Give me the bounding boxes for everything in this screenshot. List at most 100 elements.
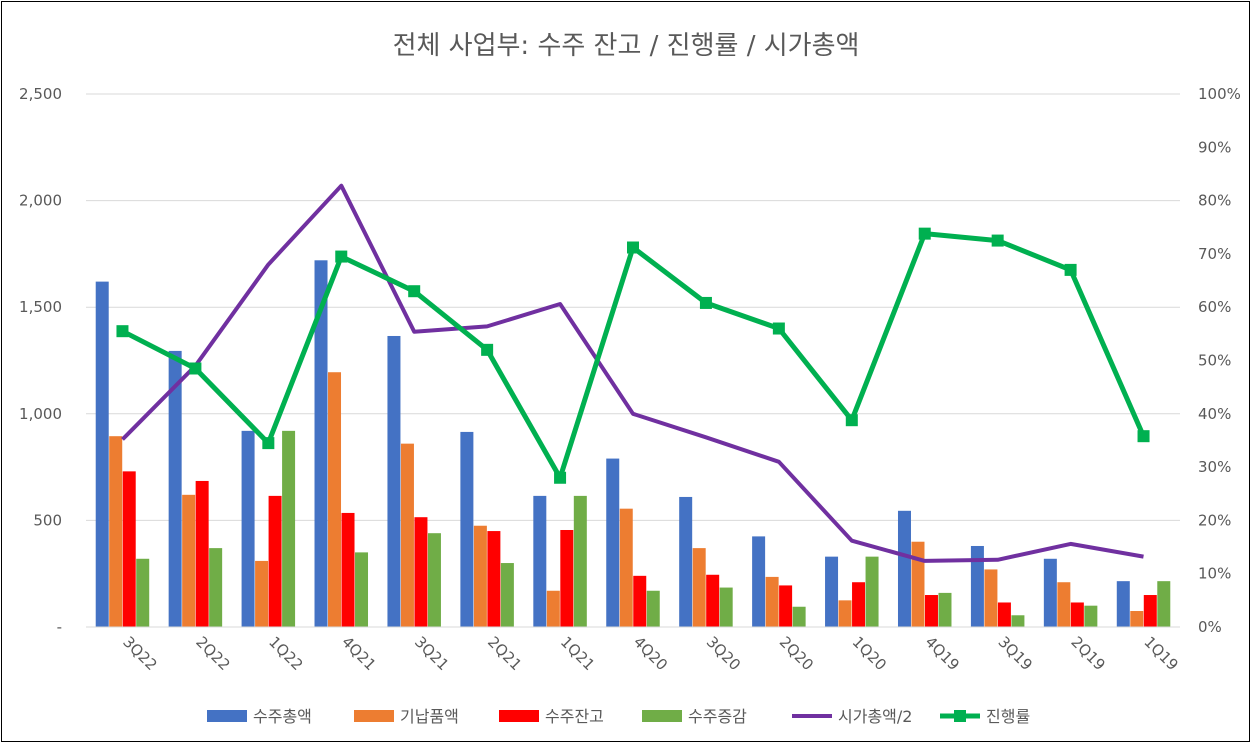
line-진행률 bbox=[121, 231, 1146, 481]
left-axis: - 500 1,000 1,500 2,000 2,500 bbox=[19, 85, 62, 636]
bar-수주증감-4Q20 bbox=[646, 590, 660, 627]
left-tick-label: 2,000 bbox=[19, 192, 62, 210]
legend-label: 수주잔고 bbox=[545, 707, 604, 726]
right-tick-label: 50% bbox=[1198, 352, 1231, 370]
bar-수주총액-4Q19 bbox=[897, 510, 911, 627]
marker-진행률-2Q22 bbox=[189, 362, 202, 375]
x-tick-label: 2Q19 bbox=[1067, 633, 1108, 674]
x-tick-label: 3Q22 bbox=[119, 633, 160, 674]
bar-수주잔고-1Q20 bbox=[852, 582, 866, 627]
right-tick-label: 70% bbox=[1198, 245, 1231, 263]
bar-수주증감-1Q21 bbox=[573, 495, 587, 627]
bar-수주잔고-1Q21 bbox=[560, 529, 574, 627]
bar-수주총액-1Q21 bbox=[533, 495, 547, 627]
x-tick-label: 2Q22 bbox=[192, 633, 233, 674]
marker-진행률-1Q20 bbox=[845, 414, 858, 427]
marker-진행률-1Q19 bbox=[1137, 430, 1150, 443]
bar-기납품액-1Q22 bbox=[255, 560, 269, 627]
bar-기납품액-2Q21 bbox=[473, 525, 487, 627]
legend-label: 진행률 bbox=[986, 707, 1030, 726]
bar-수주잔고-2Q22 bbox=[195, 480, 209, 627]
x-axis: 3Q22 2Q22 1Q22 4Q21 3Q21 2Q21 1Q21 4Q20 3Q20 2Q20… bbox=[86, 626, 1182, 674]
x-tick-label: 1Q19 bbox=[1140, 633, 1181, 674]
left-tick-label: 1,500 bbox=[19, 298, 62, 316]
left-tick-label: 2,500 bbox=[19, 85, 62, 103]
bar-기납품액-1Q19 bbox=[1130, 611, 1144, 627]
bar-수주잔고-3Q22 bbox=[122, 471, 136, 627]
marker-진행률-4Q19 bbox=[918, 227, 931, 240]
bar-수주잔고-3Q21 bbox=[414, 517, 428, 627]
bar-기납품액-3Q21 bbox=[400, 443, 414, 627]
bar-기납품액-2Q19 bbox=[1057, 582, 1071, 627]
chart-title: 전체 사업부: 수주 잔고 / 진행률 / 시가총액 bbox=[393, 31, 860, 61]
bar-수주증감-2Q21 bbox=[500, 563, 514, 627]
marker-진행률-4Q20 bbox=[627, 241, 639, 254]
right-tick-label: 60% bbox=[1198, 298, 1231, 316]
bar-수주잔고-2Q21 bbox=[487, 531, 501, 627]
right-tick-label: 100% bbox=[1198, 85, 1241, 103]
marker-진행률-4Q21 bbox=[335, 250, 348, 263]
legend-label: 수주증감 bbox=[688, 707, 747, 726]
right-tick-label: 20% bbox=[1198, 511, 1231, 529]
marker-진행률-3Q22 bbox=[116, 325, 129, 338]
bar-수주증감-4Q21 bbox=[355, 552, 369, 627]
legend-label: 수주총액 bbox=[253, 707, 312, 726]
bar-기납품액-2Q20 bbox=[765, 576, 779, 627]
marker-진행률-1Q21 bbox=[554, 471, 567, 484]
legend-marker-진행률 bbox=[954, 710, 966, 722]
bar-수주증감-4Q19 bbox=[938, 592, 952, 627]
bar-수주증감-1Q19 bbox=[1157, 581, 1171, 627]
bar-수주총액-1Q22 bbox=[241, 430, 255, 627]
x-tick-label: 3Q19 bbox=[995, 633, 1036, 674]
x-tick-label: 2Q20 bbox=[776, 633, 817, 674]
bar-수주잔고-4Q20 bbox=[633, 575, 647, 627]
bar-수주증감-3Q21 bbox=[427, 533, 441, 627]
bar-기납품액-4Q20 bbox=[619, 508, 633, 627]
x-tick-label: 4Q19 bbox=[922, 633, 963, 674]
bar-수주총액-3Q20 bbox=[679, 496, 693, 627]
bar-수주총액-2Q22 bbox=[168, 350, 182, 627]
legend-swatch-수주총액 bbox=[207, 710, 247, 722]
marker-진행률-2Q19 bbox=[1064, 263, 1077, 276]
bar-수주잔고-3Q20 bbox=[706, 574, 720, 627]
marker-진행률-1Q22 bbox=[262, 437, 275, 450]
x-tick-label: 1Q21 bbox=[557, 633, 598, 674]
x-tick-label: 3Q20 bbox=[703, 633, 744, 674]
right-tick-label: 10% bbox=[1198, 565, 1231, 583]
bar-수주잔고-1Q22 bbox=[268, 495, 282, 627]
bar-수주총액-3Q21 bbox=[387, 335, 401, 627]
bar-수주증감-2Q19 bbox=[1084, 605, 1098, 627]
bar-수주증감-1Q22 bbox=[282, 430, 296, 627]
bar-수주증감-3Q22 bbox=[136, 558, 150, 627]
bar-수주총액-2Q20 bbox=[752, 536, 766, 627]
bar-수주총액-2Q19 bbox=[1043, 558, 1057, 627]
bar-기납품액-3Q20 bbox=[692, 548, 706, 627]
legend-swatch-수주증감 bbox=[642, 710, 682, 722]
marker-진행률-2Q20 bbox=[772, 322, 785, 335]
legend-swatch-수주잔고 bbox=[499, 710, 539, 722]
right-tick-label: 90% bbox=[1198, 138, 1231, 156]
x-tick-label: 1Q20 bbox=[849, 633, 890, 674]
bar-수주잔고-4Q21 bbox=[341, 512, 355, 627]
x-tick-label: 4Q21 bbox=[338, 633, 379, 674]
bar-수주잔고-2Q20 bbox=[779, 585, 793, 627]
bar-기납품액-2Q22 bbox=[182, 494, 196, 627]
right-tick-label: 40% bbox=[1198, 405, 1231, 423]
right-tick-label: 80% bbox=[1198, 192, 1231, 210]
bar-기납품액-1Q20 bbox=[838, 600, 852, 627]
bar-기납품액-3Q19 bbox=[984, 569, 998, 627]
right-tick-label: 30% bbox=[1198, 458, 1231, 476]
right-tick-label: 0% bbox=[1198, 618, 1222, 636]
line-시가총액/2 bbox=[121, 183, 1144, 563]
bar-수주증감-2Q22 bbox=[209, 548, 223, 627]
bar-기납품액-3Q22 bbox=[109, 436, 123, 627]
bar-기납품액-1Q21 bbox=[546, 590, 560, 627]
x-tick-label: 1Q22 bbox=[265, 633, 306, 674]
bar-series bbox=[95, 260, 1171, 627]
marker-진행률-3Q21 bbox=[408, 285, 421, 298]
bar-수주증감-2Q20 bbox=[792, 606, 806, 627]
bar-수주총액-4Q21 bbox=[314, 260, 328, 627]
bar-수주잔고-1Q19 bbox=[1143, 595, 1157, 627]
legend-label: 시가총액/2 bbox=[838, 707, 912, 726]
